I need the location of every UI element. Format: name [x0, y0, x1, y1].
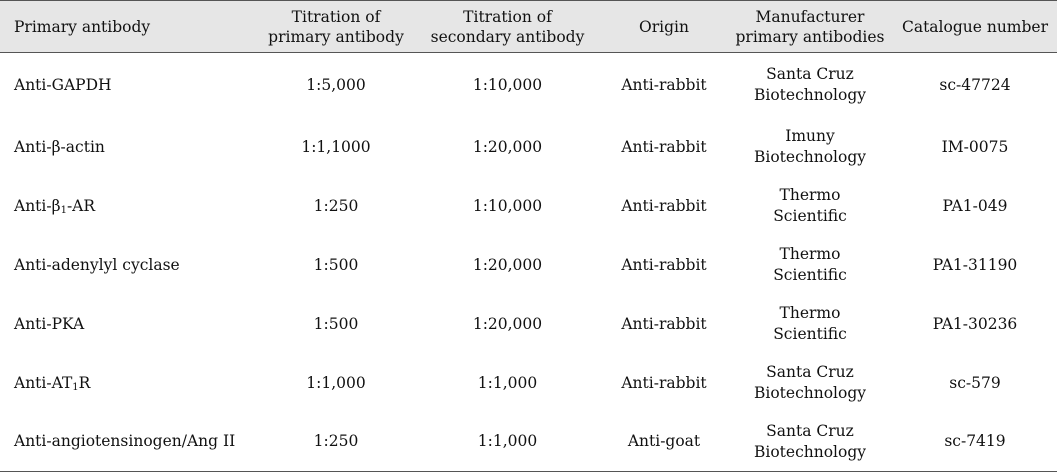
- manufacturer-line: Santa Cruz: [766, 421, 854, 440]
- cell-origin: Anti-rabbit: [621, 137, 707, 156]
- manufacturer-line: Biotechnology: [753, 148, 867, 166]
- header-line: Titration of: [291, 7, 381, 26]
- cell-titration-secondary: 1:1,000: [477, 373, 538, 392]
- cell-titration-primary: 1:500: [313, 255, 359, 274]
- header-line: primary antibody: [268, 27, 404, 46]
- cell-titration-secondary: 1:1,000: [414, 412, 601, 472]
- header-line: primary antibodies: [735, 27, 885, 46]
- header-line: Primary antibody: [14, 17, 151, 36]
- manufacturer-line: Santa Cruz: [766, 363, 854, 381]
- header-origin: Origin: [601, 0, 727, 53]
- cell-primary-antibody: Anti-PKA: [0, 295, 258, 354]
- header-line: Origin: [639, 17, 689, 36]
- header-primary-antibody: Primary antibody: [0, 0, 258, 53]
- manufacturer-line: Santa Cruz: [766, 65, 854, 84]
- cell-origin: Anti-goat: [601, 412, 727, 472]
- table-header: Primary antibody Titration of primary anti…: [0, 0, 1057, 53]
- header-line: Manufacturer: [755, 7, 865, 26]
- cell-titration-primary: 1:5,000: [306, 75, 366, 94]
- cell-titration-primary: 1:1,1000: [301, 137, 371, 156]
- table-row: Anti-β-actin 1:1,1000 1:20,000 Anti-rabbit I…: [0, 118, 1057, 177]
- header-line: Titration of: [463, 7, 552, 26]
- table-row: Anti-AT1R 1:1,000 1:1,000 Anti-rabbit Santa …: [0, 354, 1057, 413]
- cell-origin: Anti-rabbit: [621, 196, 707, 215]
- cell-primary-antibody: Anti-angiotensinogen/Ang II: [0, 412, 258, 472]
- antibody-name: Anti-adenylyl cyclase: [14, 255, 180, 274]
- cell-catalogue-number: sc-579: [949, 373, 1001, 392]
- manufacturer-line: Thermo: [779, 245, 841, 263]
- cell-primary-antibody: Anti-β1-AR: [0, 177, 258, 236]
- cell-manufacturer: Imuny Biotechnology: [727, 118, 893, 177]
- cell-catalogue-number: sc-47724: [939, 75, 1011, 94]
- cell-catalogue-number: PA1-30236: [932, 314, 1018, 333]
- header-row: Primary antibody Titration of primary anti…: [0, 0, 1057, 53]
- cell-manufacturer: Santa Cruz Biotechnology: [727, 412, 893, 472]
- cell-titration-secondary: 1:10,000: [472, 75, 543, 94]
- cell-catalogue-number: PA1-049: [942, 196, 1008, 215]
- cell-primary-antibody: Anti-adenylyl cyclase: [0, 236, 258, 295]
- cell-primary-antibody: Anti-AT1R: [0, 354, 258, 413]
- header-titration-secondary: Titration of secondary antibody: [414, 0, 601, 53]
- antibody-name: Anti-AT: [14, 373, 73, 392]
- table-row: Anti-angiotensinogen/Ang II 1:250 1:1,000 A…: [0, 412, 1057, 472]
- antibody-name: Anti-GAPDH: [14, 75, 112, 94]
- header-line: secondary antibody: [430, 27, 585, 46]
- cell-manufacturer: Santa Cruz Biotechnology: [727, 53, 893, 118]
- cell-titration-primary: 1:250: [258, 412, 414, 472]
- manufacturer-line: Scientific: [773, 325, 847, 343]
- cell-titration-secondary: 1:20,000: [472, 137, 543, 156]
- table-row: Anti-PKA 1:500 1:20,000 Anti-rabbit Thermo Sc…: [0, 295, 1057, 354]
- manufacturer-line: Imuny: [785, 127, 835, 145]
- header-manufacturer: Manufacturer primary antibodies: [727, 0, 893, 53]
- cell-catalogue-number: PA1-31190: [932, 255, 1018, 274]
- antibody-name: Anti-PKA: [14, 314, 85, 333]
- manufacturer-line: Biotechnology: [753, 442, 867, 461]
- cell-catalogue-number: sc-7419: [893, 412, 1057, 472]
- cell-primary-antibody: Anti-β-actin: [0, 118, 258, 177]
- header-titration-primary: Titration of primary antibody: [258, 0, 414, 53]
- cell-primary-antibody: Anti-GAPDH: [0, 53, 258, 118]
- antibody-suffix: R: [78, 373, 91, 392]
- cell-origin: Anti-rabbit: [621, 314, 707, 333]
- table-row: Anti-adenylyl cyclase 1:500 1:20,000 Anti-r…: [0, 236, 1057, 295]
- cell-manufacturer: Santa Cruz Biotechnology: [727, 354, 893, 413]
- table-body: Anti-GAPDH 1:5,000 1:10,000 Anti-rabbit Sant…: [0, 53, 1057, 472]
- manufacturer-line: Scientific: [773, 266, 847, 284]
- cell-manufacturer: Thermo Scientific: [727, 177, 893, 236]
- manufacturer-line: Thermo: [779, 186, 841, 204]
- cell-titration-primary: 1:500: [313, 314, 359, 333]
- antibody-subscript: 1: [72, 381, 79, 393]
- cell-titration-secondary: 1:20,000: [472, 314, 543, 333]
- cell-titration-primary: 1:1,000: [306, 373, 366, 392]
- antibody-name: Anti-angiotensinogen/Ang II: [14, 432, 236, 451]
- cell-manufacturer: Thermo Scientific: [727, 236, 893, 295]
- table-row: Anti-GAPDH 1:5,000 1:10,000 Anti-rabbit Sant…: [0, 53, 1057, 118]
- manufacturer-line: Biotechnology: [753, 384, 867, 402]
- cell-catalogue-number: IM-0075: [941, 137, 1009, 156]
- cell-origin: Anti-rabbit: [621, 75, 707, 94]
- antibody-subscript: 1: [60, 204, 67, 216]
- header-catalogue-number: Catalogue number: [893, 0, 1057, 53]
- antibody-suffix: -AR: [66, 196, 96, 215]
- table-row: Anti-β1-AR 1:250 1:10,000 Anti-rabbit Thermo…: [0, 177, 1057, 236]
- manufacturer-line: Biotechnology: [753, 86, 867, 105]
- cell-manufacturer: Thermo Scientific: [727, 295, 893, 354]
- cell-origin: Anti-rabbit: [621, 373, 707, 392]
- cell-origin: Anti-rabbit: [621, 255, 707, 274]
- cell-titration-primary: 1:250: [313, 196, 359, 215]
- header-line: Catalogue number: [901, 17, 1049, 36]
- antibody-name: Anti-β: [14, 196, 61, 215]
- antibody-name: Anti-β-actin: [14, 137, 105, 156]
- cell-titration-secondary: 1:10,000: [472, 196, 543, 215]
- cell-titration-secondary: 1:20,000: [472, 255, 543, 274]
- manufacturer-line: Thermo: [779, 304, 841, 322]
- manufacturer-line: Scientific: [773, 207, 847, 225]
